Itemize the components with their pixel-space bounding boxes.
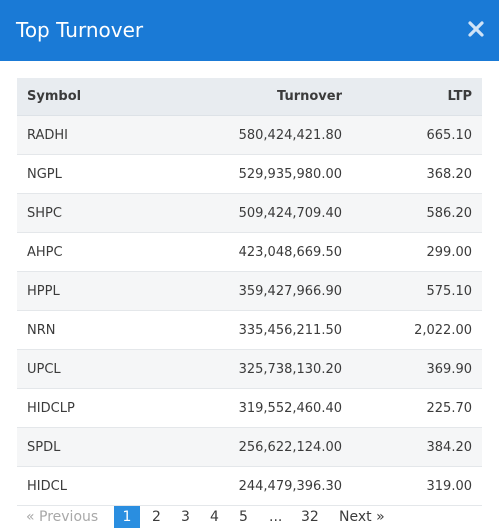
page-link[interactable]: 2 [152, 509, 161, 525]
cell-ltp: 665.10 [352, 115, 482, 155]
cell-symbol: RADHI [17, 115, 187, 155]
page-link[interactable]: 4 [210, 509, 219, 525]
cell-ltp: 384.20 [352, 427, 482, 467]
cell-turnover: 509,424,709.40 [187, 193, 352, 233]
cell-ltp: 368.20 [352, 154, 482, 194]
table-row[interactable]: NGPL 529,935,980.00 368.20 [17, 154, 482, 194]
cell-symbol: NRN [17, 310, 187, 350]
page-link-current[interactable]: 1 [114, 506, 140, 528]
cell-turnover: 423,048,669.50 [187, 232, 352, 272]
page-link-last[interactable]: 32 [301, 509, 319, 525]
cell-turnover: 335,456,211.50 [187, 310, 352, 350]
table-row[interactable]: SPDL 256,622,124.00 384.20 [17, 427, 482, 467]
cell-symbol: UPCL [17, 349, 187, 389]
pagination-ellipsis: ... [269, 509, 283, 525]
table-row[interactable]: RADHI 580,424,421.80 665.10 [17, 115, 482, 155]
table-row[interactable]: AHPC 423,048,669.50 299.00 [17, 232, 482, 272]
cell-ltp: 2,022.00 [352, 310, 482, 350]
turnover-table: Symbol Turnover LTP RADHI 580,424,421.80… [17, 78, 482, 506]
cell-turnover: 359,427,966.90 [187, 271, 352, 311]
cell-symbol: SHPC [17, 193, 187, 233]
table-row[interactable]: SHPC 509,424,709.40 586.20 [17, 193, 482, 233]
cell-turnover: 319,552,460.40 [187, 388, 352, 428]
cell-turnover: 325,738,130.20 [187, 349, 352, 389]
table-row[interactable]: HIDCLP 319,552,460.40 225.70 [17, 388, 482, 428]
cell-symbol: HPPL [17, 271, 187, 311]
cell-ltp: 575.10 [352, 271, 482, 311]
cell-symbol: AHPC [17, 232, 187, 272]
table-row[interactable]: UPCL 325,738,130.20 369.90 [17, 349, 482, 389]
modal-title: Top Turnover [16, 18, 144, 42]
cell-ltp: 299.00 [352, 232, 482, 272]
close-button[interactable] [467, 20, 485, 38]
cell-turnover: 580,424,421.80 [187, 115, 352, 155]
cell-symbol: HIDCL [17, 466, 187, 506]
cell-symbol: HIDCLP [17, 388, 187, 428]
cell-ltp: 319.00 [352, 466, 482, 506]
previous-page-link[interactable]: « Previous [26, 509, 99, 525]
column-header-symbol[interactable]: Symbol [17, 78, 187, 116]
table-row[interactable]: NRN 335,456,211.50 2,022.00 [17, 310, 482, 350]
close-icon [468, 21, 484, 37]
cell-turnover: 244,479,396.30 [187, 466, 352, 506]
cell-ltp: 586.20 [352, 193, 482, 233]
table-header-row: Symbol Turnover LTP [17, 78, 482, 116]
next-page-link[interactable]: Next » [339, 509, 385, 525]
cell-ltp: 225.70 [352, 388, 482, 428]
cell-ltp: 369.90 [352, 349, 482, 389]
page-link[interactable]: 5 [239, 509, 248, 525]
cell-turnover: 256,622,124.00 [187, 427, 352, 467]
page-link[interactable]: 3 [181, 509, 190, 525]
cell-symbol: NGPL [17, 154, 187, 194]
cell-symbol: SPDL [17, 427, 187, 467]
table-row[interactable]: HIDCL 244,479,396.30 319.00 [17, 466, 482, 506]
column-header-turnover[interactable]: Turnover [187, 78, 352, 116]
column-header-ltp[interactable]: LTP [352, 78, 482, 116]
cell-turnover: 529,935,980.00 [187, 154, 352, 194]
table-row[interactable]: HPPL 359,427,966.90 575.10 [17, 271, 482, 311]
modal-header: Top Turnover [0, 0, 499, 61]
